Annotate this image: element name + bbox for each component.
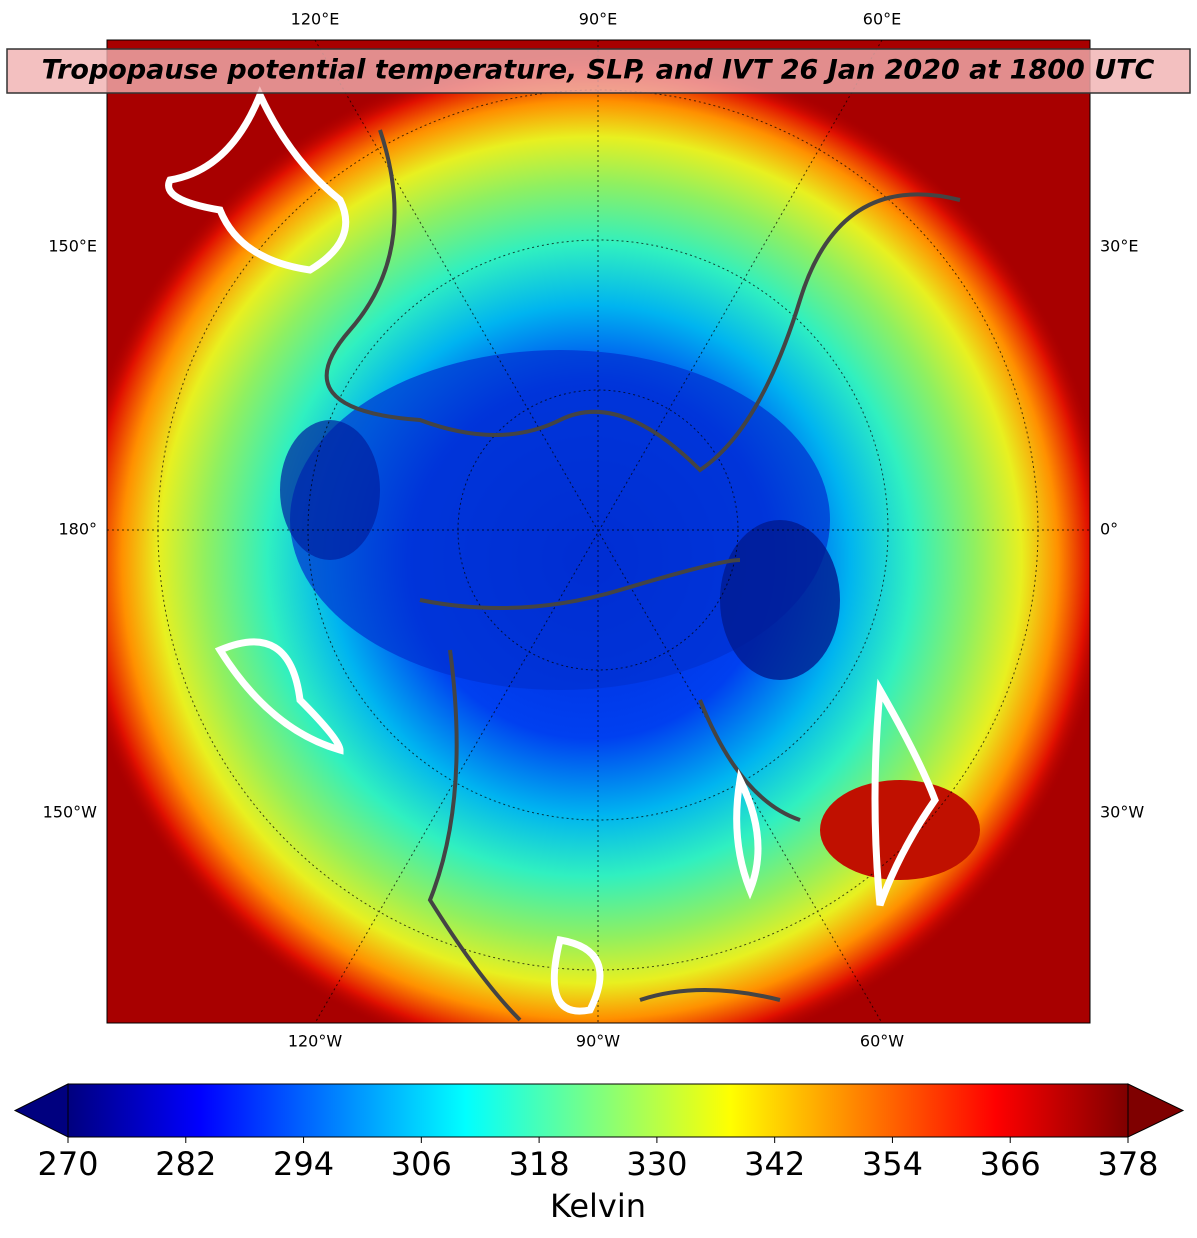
colorbar-tick-label: 282 [155,1145,216,1183]
colorbar-tick-label: 318 [509,1145,570,1183]
cyclone [280,420,380,560]
colorbar-tick-label: 270 [37,1145,98,1183]
colorbar-label: Kelvin [550,1187,646,1225]
colorbar-body [68,1084,1128,1137]
lon-label: 150°W [43,803,98,822]
lon-label: 150°E [48,237,97,256]
colorbar-tick-label: 342 [744,1145,805,1183]
lon-label: 90°E [579,10,617,29]
map-frame [106,39,1091,1024]
lon-label: 30°E [1100,237,1138,256]
colorbar-tick-label: 330 [626,1145,687,1183]
cyclone [720,520,840,680]
lon-label: 180° [58,520,97,539]
title-box [6,48,1191,94]
colorbar-frame [67,1083,1129,1138]
colorbar-tick-label: 354 [862,1145,923,1183]
colorbar: 270 282 294 306 318 330 342 354 366 378 Kelvin [13,1083,1185,1225]
colorbar-extend [1127,1083,1185,1138]
lon-label: 90°W [576,1032,620,1051]
coastlines [324,129,961,1022]
colorbar-extend [13,1083,69,1138]
title: Tropopause potential temperature, SLP, a… [42,55,1155,86]
colorbar-tick-label: 366 [980,1145,1041,1183]
lon-label: 0° [1100,520,1118,539]
colorbar-tick-label: 294 [273,1145,334,1183]
lon-label: 60°W [860,1032,904,1051]
colorbar-tick-label: 378 [1097,1145,1158,1183]
lon-label: 60°E [863,10,901,29]
ivt-contours [165,86,939,1015]
theta-low [290,350,830,690]
map [107,40,1090,1023]
lon-label: 30°W [1100,803,1144,822]
lon-label: 120°E [291,10,340,29]
colorbar-tick-label: 306 [391,1145,452,1183]
warm-patch [820,780,980,880]
lon-label: 120°W [288,1032,343,1051]
